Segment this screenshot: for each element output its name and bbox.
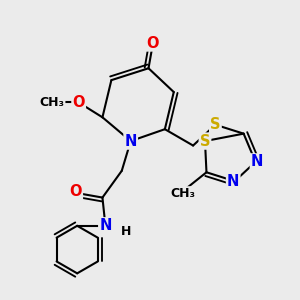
Text: N: N bbox=[99, 218, 112, 233]
Text: CH₃: CH₃ bbox=[39, 96, 64, 109]
Text: O: O bbox=[147, 35, 159, 50]
Text: O: O bbox=[69, 184, 82, 199]
Text: O: O bbox=[72, 95, 85, 110]
Text: S: S bbox=[210, 117, 220, 132]
Text: CH₃: CH₃ bbox=[170, 187, 195, 200]
Text: S: S bbox=[200, 134, 210, 148]
Text: N: N bbox=[227, 174, 239, 189]
Text: N: N bbox=[251, 154, 263, 169]
Text: H: H bbox=[121, 225, 131, 238]
Text: N: N bbox=[124, 134, 137, 148]
